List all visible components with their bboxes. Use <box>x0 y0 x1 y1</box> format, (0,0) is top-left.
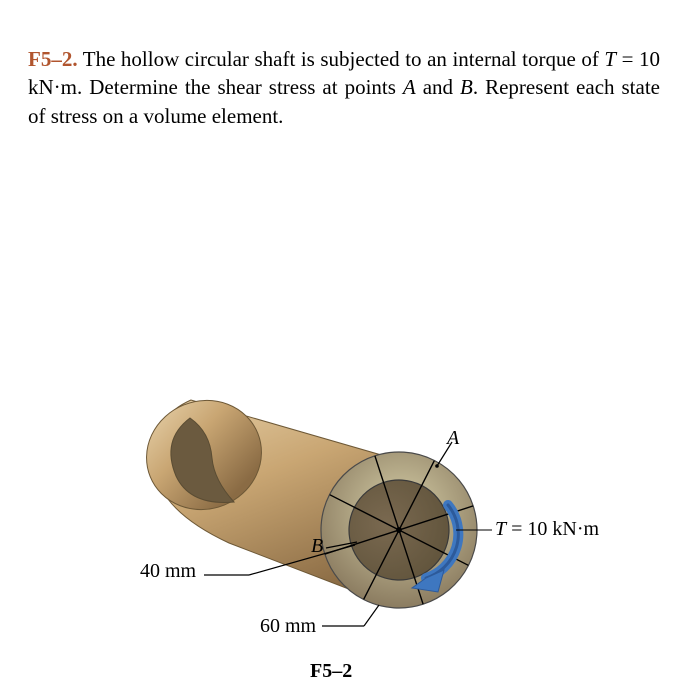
problem-text-dot: · <box>54 75 61 99</box>
figure: A B T = 10 kN·m 40 mm 60 mm F5–2 <box>0 370 688 700</box>
torque-rest: = 10 kN·m <box>506 518 599 540</box>
problem-statement: F5–2. The hollow circular shaft is subje… <box>28 45 660 130</box>
problem-text-B: B <box>460 75 473 99</box>
label-B: B <box>311 535 323 558</box>
problem-text-T: T <box>604 47 616 71</box>
problem-text-pre: The hollow circular shaft is subjected t… <box>78 47 605 71</box>
figure-number: F5–2 <box>310 660 352 683</box>
shaft-diagram <box>94 370 594 650</box>
problem-id: F5–2. <box>28 47 78 71</box>
torque-label: T = 10 kN·m <box>495 518 599 541</box>
problem-text-unitm: m. Determine the shear stress at points <box>61 75 403 99</box>
torque-T: T <box>495 518 506 540</box>
dim-outer-leader <box>322 605 379 626</box>
point-A-marker <box>435 464 439 468</box>
problem-text-A: A <box>403 75 416 99</box>
label-A: A <box>447 427 459 450</box>
dim-inner-label: 40 mm <box>140 560 196 583</box>
dim-outer-label: 60 mm <box>260 615 316 638</box>
problem-text-and: and <box>416 75 460 99</box>
